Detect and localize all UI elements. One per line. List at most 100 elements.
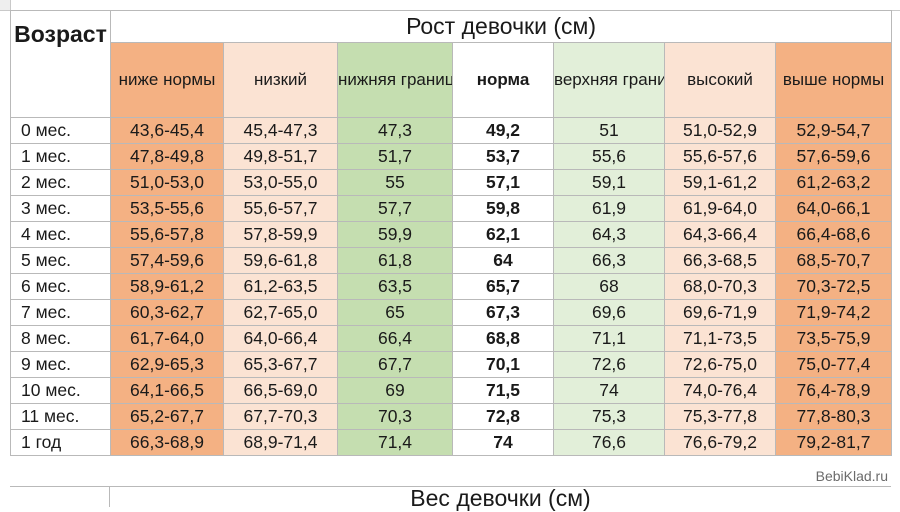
value-cell: 73,5-75,9 bbox=[774, 325, 893, 352]
next-table-header: Вес девочки (см) bbox=[10, 485, 891, 511]
age-cell: 3 мес. bbox=[10, 195, 111, 222]
value-cell: 57,7 bbox=[337, 195, 453, 222]
column-header: верхняя граница нормы bbox=[553, 42, 665, 118]
growth-table: Возраст Рост девочки (см) ниже нормы низк… bbox=[10, 10, 893, 456]
value-cell: 55,6-57,6 bbox=[664, 143, 776, 170]
column-header: низкий bbox=[223, 42, 338, 118]
age-cell: 7 мес. bbox=[10, 299, 111, 326]
table-row: 6 мес. 58,9-61,2 61,2-63,5 63,5 65,7 68 68,0-7… bbox=[10, 273, 893, 300]
table-row: 0 мес. 43,6-45,4 45,4-47,3 47,3 49,2 51 51,0-5… bbox=[10, 117, 893, 144]
value-cell: 61,2-63,5 bbox=[223, 273, 338, 300]
value-cell: 57,8-59,9 bbox=[223, 221, 338, 248]
value-cell: 49,8-51,7 bbox=[223, 143, 338, 170]
value-cell: 51 bbox=[553, 117, 665, 144]
value-cell: 51,0-53,0 bbox=[110, 169, 224, 196]
value-cell: 68,8 bbox=[452, 325, 554, 352]
value-cell: 57,6-59,6 bbox=[774, 143, 893, 170]
value-cell: 64,3 bbox=[553, 221, 665, 248]
value-cell: 68,5-70,7 bbox=[774, 247, 893, 274]
column-header: высокий bbox=[664, 42, 776, 118]
value-cell: 65,2-67,7 bbox=[110, 403, 224, 430]
column-header: норма bbox=[452, 42, 554, 118]
age-cell: 1 мес. bbox=[10, 143, 111, 170]
value-cell: 71,9-74,2 bbox=[774, 299, 893, 326]
table-row: 11 мес. 65,2-67,7 67,7-70,3 70,3 72,8 75,3 75,… bbox=[10, 403, 893, 430]
value-cell: 72,8 bbox=[452, 403, 554, 430]
watermark: BebiKlad.ru bbox=[815, 468, 888, 484]
age-cell: 4 мес. bbox=[10, 221, 111, 248]
value-cell: 72,6 bbox=[553, 351, 665, 378]
value-cell: 52,9-54,7 bbox=[774, 117, 893, 144]
value-cell: 59,1 bbox=[553, 169, 665, 196]
value-cell: 74,0-76,4 bbox=[664, 377, 776, 404]
value-cell: 77,8-80,3 bbox=[774, 403, 893, 430]
value-cell: 67,7-70,3 bbox=[223, 403, 338, 430]
value-cell: 64,1-66,5 bbox=[110, 377, 224, 404]
age-cell: 1 год bbox=[10, 429, 111, 456]
value-cell: 62,1 bbox=[452, 221, 554, 248]
value-cell: 65 bbox=[337, 299, 453, 326]
table-row: 7 мес. 60,3-62,7 62,7-65,0 65 67,3 69,6 69,6-7… bbox=[10, 299, 893, 326]
title-row: Возраст Рост девочки (см) bbox=[10, 10, 893, 118]
value-cell: 49,2 bbox=[452, 117, 554, 144]
value-cell: 66,3-68,9 bbox=[110, 429, 224, 456]
next-table-age-cell bbox=[10, 487, 110, 507]
value-cell: 66,3 bbox=[553, 247, 665, 274]
value-cell: 64,0-66,4 bbox=[223, 325, 338, 352]
value-cell: 70,3 bbox=[337, 403, 453, 430]
value-cell: 43,6-45,4 bbox=[110, 117, 224, 144]
value-cell: 69 bbox=[337, 377, 453, 404]
value-cell: 53,0-55,0 bbox=[223, 169, 338, 196]
value-cell: 79,2-81,7 bbox=[774, 429, 893, 456]
value-cell: 66,4 bbox=[337, 325, 453, 352]
age-cell: 8 мес. bbox=[10, 325, 111, 352]
value-cell: 69,6 bbox=[553, 299, 665, 326]
value-cell: 72,6-75,0 bbox=[664, 351, 776, 378]
value-cell: 68,0-70,3 bbox=[664, 273, 776, 300]
age-cell: 9 мес. bbox=[10, 351, 111, 378]
table-title: Рост девочки (см) bbox=[109, 10, 893, 43]
table-row: 2 мес. 51,0-53,0 53,0-55,0 55 57,1 59,1 59,1-6… bbox=[10, 169, 893, 196]
age-cell: 10 мес. bbox=[10, 377, 111, 404]
value-cell: 59,9 bbox=[337, 221, 453, 248]
age-cell: 2 мес. bbox=[10, 169, 111, 196]
value-cell: 75,3 bbox=[553, 403, 665, 430]
age-cell: 0 мес. bbox=[10, 117, 111, 144]
value-cell: 76,4-78,9 bbox=[774, 377, 893, 404]
value-cell: 67,7 bbox=[337, 351, 453, 378]
table-row: 8 мес. 61,7-64,0 64,0-66,4 66,4 68,8 71,1 71,1… bbox=[10, 325, 893, 352]
value-cell: 69,6-71,9 bbox=[664, 299, 776, 326]
value-cell: 59,8 bbox=[452, 195, 554, 222]
value-cell: 61,7-64,0 bbox=[110, 325, 224, 352]
value-cell: 53,5-55,6 bbox=[110, 195, 224, 222]
column-header: нижняя граница нормы bbox=[337, 42, 453, 118]
value-cell: 57,4-59,6 bbox=[110, 247, 224, 274]
value-cell: 60,3-62,7 bbox=[110, 299, 224, 326]
value-cell: 61,2-63,2 bbox=[774, 169, 893, 196]
value-cell: 70,3-72,5 bbox=[774, 273, 893, 300]
value-cell: 61,8 bbox=[337, 247, 453, 274]
table-row: 10 мес. 64,1-66,5 66,5-69,0 69 71,5 74 74,0-76… bbox=[10, 377, 893, 404]
age-header: Возраст bbox=[10, 10, 111, 118]
table-row: 4 мес. 55,6-57,8 57,8-59,9 59,9 62,1 64,3 64,3… bbox=[10, 221, 893, 248]
value-cell: 68 bbox=[553, 273, 665, 300]
value-cell: 76,6-79,2 bbox=[664, 429, 776, 456]
value-cell: 47,8-49,8 bbox=[110, 143, 224, 170]
value-cell: 62,9-65,3 bbox=[110, 351, 224, 378]
value-cell: 70,1 bbox=[452, 351, 554, 378]
value-cell: 67,3 bbox=[452, 299, 554, 326]
value-cell: 75,0-77,4 bbox=[774, 351, 893, 378]
table-row: 3 мес. 53,5-55,6 55,6-57,7 57,7 59,8 61,9 61,9… bbox=[10, 195, 893, 222]
value-cell: 55,6 bbox=[553, 143, 665, 170]
value-cell: 59,1-61,2 bbox=[664, 169, 776, 196]
value-cell: 62,7-65,0 bbox=[223, 299, 338, 326]
value-cell: 64 bbox=[452, 247, 554, 274]
value-cell: 61,9-64,0 bbox=[664, 195, 776, 222]
value-cell: 61,9 bbox=[553, 195, 665, 222]
sheet-corner bbox=[0, 0, 11, 10]
value-cell: 76,6 bbox=[553, 429, 665, 456]
value-cell: 53,7 bbox=[452, 143, 554, 170]
age-cell: 6 мес. bbox=[10, 273, 111, 300]
value-cell: 71,5 bbox=[452, 377, 554, 404]
